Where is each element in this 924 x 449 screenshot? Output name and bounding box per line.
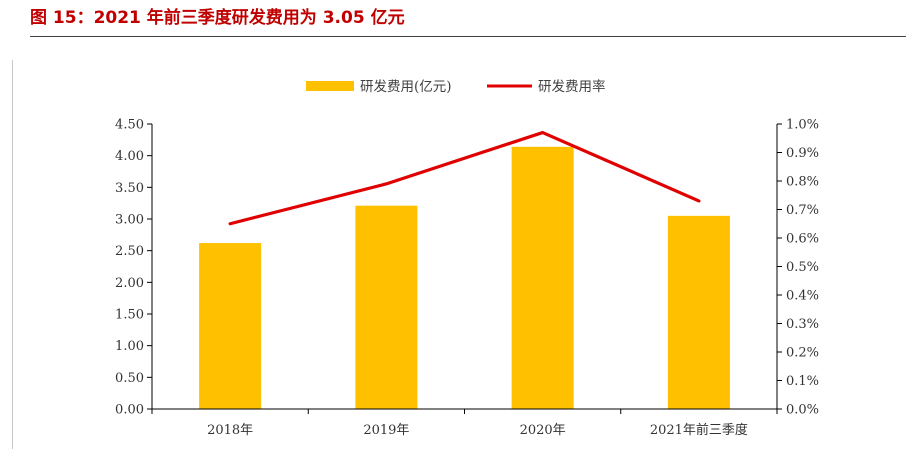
axes: 0.00 0.50 1.00 1.50 2.00 2.50 3.00 3.50 4.00 4.50…	[115, 118, 819, 439]
x-tick-label: 2020年	[520, 423, 566, 438]
y-right-tick-label: 1.0%	[786, 118, 819, 133]
y-left-tick-label: 4.00	[115, 149, 144, 164]
y-left-tick-label: 0.50	[115, 371, 144, 386]
y-right-tick-label: 0.7%	[786, 203, 819, 218]
y-right-tick-label: 0.5%	[786, 260, 819, 275]
legend-label-rd-expense: 研发费用(亿元)	[360, 79, 452, 95]
y-left-tick-label: 4.50	[115, 118, 144, 133]
y-right-tick-label: 0.1%	[786, 374, 819, 389]
y-left-tick-label: 2.50	[115, 244, 144, 259]
y-left-tick-label: 0.00	[115, 403, 144, 418]
x-tick-label: 2019年	[363, 423, 409, 438]
y-right-tick-label: 0.8%	[786, 175, 819, 190]
legend-label-rd-rate: 研发费用率	[538, 78, 606, 95]
bar-series	[199, 146, 730, 410]
y-right-tick-label: 0.2%	[786, 346, 819, 361]
frame-edge	[12, 60, 13, 449]
y-right-tick-label: 0.0%	[786, 403, 819, 418]
x-tick-label: 2018年	[207, 423, 253, 438]
y-left-tick-label: 3.00	[115, 213, 144, 228]
y-left-tick-label: 2.00	[115, 276, 144, 291]
legend-swatch-rd-expense	[306, 81, 354, 91]
title-divider	[30, 36, 906, 37]
rate-line	[228, 130, 701, 226]
chart-legend: 研发费用(亿元) 研发费用率	[306, 78, 606, 95]
figure-title: 图 15：2021 年前三季度研发费用为 3.05 亿元	[30, 8, 405, 28]
bar	[511, 146, 574, 410]
bar	[355, 205, 418, 409]
y-left-tick-label: 1.00	[115, 339, 144, 354]
line-series	[228, 130, 701, 226]
y-left-tick-label: 3.50	[115, 181, 144, 196]
y-right-tick-label: 0.6%	[786, 232, 819, 247]
y-right-tick-label: 0.4%	[786, 289, 819, 304]
bar	[667, 215, 730, 409]
y-left-tick-label: 1.50	[115, 308, 144, 323]
bar	[199, 243, 262, 409]
y-right-tick-label: 0.9%	[786, 146, 819, 161]
y-right-tick-label: 0.3%	[786, 317, 819, 332]
x-tick-label: 2021年前三季度	[650, 422, 748, 438]
